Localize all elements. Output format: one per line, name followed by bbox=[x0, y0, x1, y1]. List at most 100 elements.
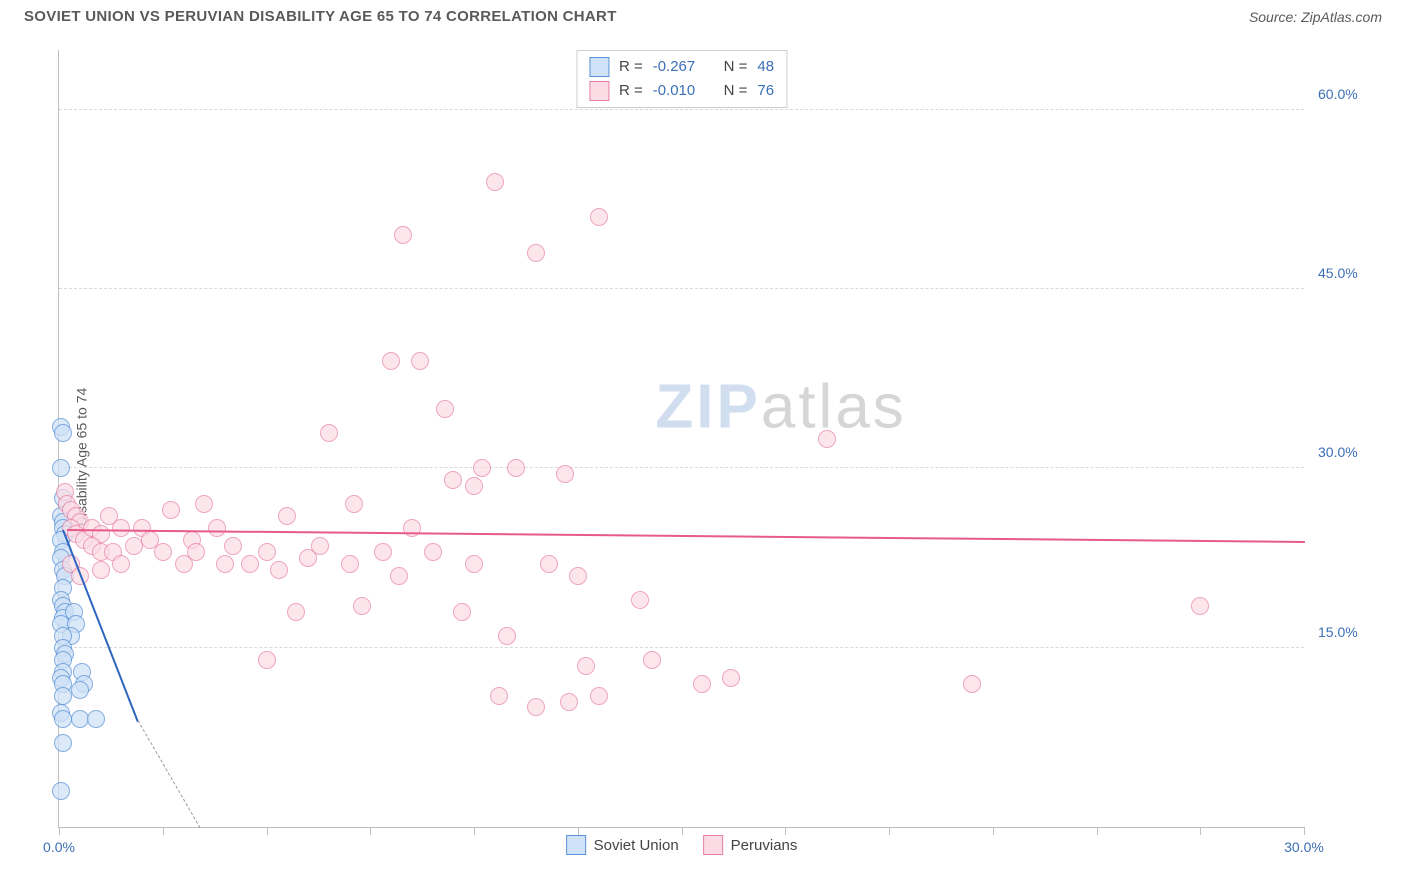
series-legend: Soviet Union Peruvians bbox=[566, 835, 798, 855]
data-point bbox=[345, 495, 363, 513]
plot-area: ZIPatlas R =-0.267 N =48R =-0.010 N =76 … bbox=[58, 50, 1304, 828]
legend-series-name: Peruvians bbox=[731, 837, 798, 854]
data-point bbox=[394, 226, 412, 244]
data-point bbox=[486, 173, 504, 191]
legend-r-value: -0.267 bbox=[653, 55, 696, 79]
legend-swatch bbox=[589, 57, 609, 77]
legend-r-label: R = bbox=[619, 55, 643, 79]
data-point bbox=[52, 782, 70, 800]
legend-n-value: 76 bbox=[757, 79, 774, 103]
data-point bbox=[287, 603, 305, 621]
gridline bbox=[59, 109, 1304, 110]
x-tick bbox=[163, 827, 164, 835]
chart-title: SOVIET UNION VS PERUVIAN DISABILITY AGE … bbox=[24, 8, 617, 25]
x-tick bbox=[59, 827, 60, 835]
data-point bbox=[125, 537, 143, 555]
data-point bbox=[507, 459, 525, 477]
data-point bbox=[465, 477, 483, 495]
data-point bbox=[112, 519, 130, 537]
trend-line bbox=[67, 529, 1305, 543]
data-point bbox=[569, 567, 587, 585]
data-point bbox=[92, 561, 110, 579]
data-point bbox=[216, 555, 234, 573]
data-point bbox=[490, 687, 508, 705]
data-point bbox=[320, 424, 338, 442]
data-point bbox=[224, 537, 242, 555]
data-point bbox=[577, 657, 595, 675]
data-point bbox=[162, 501, 180, 519]
x-tick bbox=[370, 827, 371, 835]
legend-swatch bbox=[703, 835, 723, 855]
x-tick bbox=[267, 827, 268, 835]
data-point bbox=[424, 543, 442, 561]
legend-r-label: R = bbox=[619, 79, 643, 103]
gridline bbox=[59, 288, 1304, 289]
data-point bbox=[390, 567, 408, 585]
data-point bbox=[187, 543, 205, 561]
legend-item: Soviet Union bbox=[566, 835, 679, 855]
x-tick bbox=[578, 827, 579, 835]
gridline bbox=[59, 467, 1304, 468]
legend-n-value: 48 bbox=[757, 55, 774, 79]
data-point bbox=[540, 555, 558, 573]
data-point bbox=[498, 627, 516, 645]
y-tick-label: 15.0% bbox=[1318, 624, 1358, 640]
data-point bbox=[403, 519, 421, 537]
data-point bbox=[693, 675, 711, 693]
x-tick bbox=[1200, 827, 1201, 835]
gridline bbox=[59, 647, 1304, 648]
legend-n-label: N = bbox=[724, 55, 748, 79]
data-point bbox=[527, 698, 545, 716]
data-point bbox=[258, 651, 276, 669]
x-tick bbox=[1097, 827, 1098, 835]
legend-n-label: N = bbox=[724, 79, 748, 103]
data-point bbox=[473, 459, 491, 477]
chart-container: Disability Age 65 to 74 ZIPatlas R =-0.2… bbox=[18, 40, 1388, 874]
legend-swatch bbox=[589, 81, 609, 101]
x-tick bbox=[682, 827, 683, 835]
data-point bbox=[818, 430, 836, 448]
data-point bbox=[154, 543, 172, 561]
data-point bbox=[560, 693, 578, 711]
data-point bbox=[71, 681, 89, 699]
source-label: Source: ZipAtlas.com bbox=[1249, 9, 1382, 25]
data-point bbox=[54, 710, 72, 728]
x-tick bbox=[474, 827, 475, 835]
data-point bbox=[643, 651, 661, 669]
data-point bbox=[195, 495, 213, 513]
data-point bbox=[71, 710, 89, 728]
data-point bbox=[590, 687, 608, 705]
data-point bbox=[722, 669, 740, 687]
trend-line bbox=[137, 721, 200, 829]
correlation-legend: R =-0.267 N =48R =-0.010 N =76 bbox=[576, 50, 787, 108]
data-point bbox=[444, 471, 462, 489]
legend-row: R = -0.267 N = 48 bbox=[589, 55, 774, 79]
data-point bbox=[54, 424, 72, 442]
legend-series-name: Soviet Union bbox=[594, 837, 679, 854]
x-tick bbox=[1304, 827, 1305, 835]
data-point bbox=[87, 710, 105, 728]
legend-row: R =-0.010 N =76 bbox=[589, 79, 774, 103]
data-point bbox=[54, 734, 72, 752]
x-tick-label: 0.0% bbox=[43, 839, 75, 855]
data-point bbox=[1191, 597, 1209, 615]
data-point bbox=[527, 244, 545, 262]
data-point bbox=[54, 687, 72, 705]
data-point bbox=[112, 555, 130, 573]
data-point bbox=[241, 555, 259, 573]
data-point bbox=[382, 352, 400, 370]
data-point bbox=[411, 352, 429, 370]
data-point bbox=[374, 543, 392, 561]
data-point bbox=[311, 537, 329, 555]
data-point bbox=[52, 459, 70, 477]
data-point bbox=[353, 597, 371, 615]
x-tick bbox=[889, 827, 890, 835]
data-point bbox=[963, 675, 981, 693]
watermark-zip: ZIP bbox=[655, 373, 760, 442]
x-tick bbox=[785, 827, 786, 835]
data-point bbox=[465, 555, 483, 573]
data-point bbox=[258, 543, 276, 561]
y-tick-label: 45.0% bbox=[1318, 265, 1358, 281]
data-point bbox=[436, 400, 454, 418]
data-point bbox=[590, 208, 608, 226]
